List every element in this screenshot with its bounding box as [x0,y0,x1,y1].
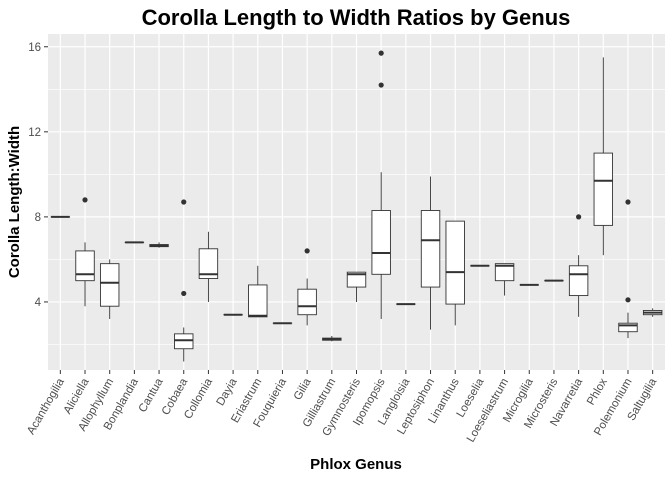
outlier-point [181,290,187,297]
box-iqr [198,248,219,280]
box-iqr [346,271,367,288]
outlier-point [576,214,582,220]
x-tick-label: Gilia [292,376,314,402]
y-tick-label: 8 [35,212,41,224]
box-collomia [198,231,219,302]
box-gilliastrum [322,335,342,342]
outlier-point [82,197,88,203]
x-tick-label: Phlox [585,376,610,407]
outlier-point [181,199,187,205]
box-iqr [99,263,120,307]
box-iqr [248,284,268,318]
box-ipomopsis [371,50,391,319]
y-tick-label: 16 [28,42,41,54]
outlier-point [625,297,631,303]
box-gymnosteris [346,271,367,302]
box-linanthus [445,220,465,326]
box-cantua [149,242,169,248]
outlier-point [625,199,631,205]
box-phlox [593,57,614,256]
box-leptosiphon [420,176,441,330]
box-iqr [420,210,441,288]
box-iqr [494,263,515,282]
box-cobaea [174,199,194,362]
x-tick-label: Dayia [215,376,240,408]
outlier-point [304,248,310,254]
y-tick-label: 12 [28,127,41,139]
box-iqr [618,322,638,333]
box-navarretia [568,214,589,317]
x-axis-title: Phlox Genus [310,456,402,473]
box-polemonium [618,199,638,339]
box-iqr [174,333,194,350]
box-iqr [568,265,589,297]
box-eriastrum [248,265,268,318]
box-allophyllum [99,259,120,319]
y-axis-title: Corolla Length:Width [6,126,23,278]
y-axis: 4 8 12 16 [28,42,48,309]
box-iqr [371,210,391,275]
outlier-point [378,82,384,88]
box-iqr [297,288,317,316]
x-axis: AcanthogiliaAliciellaAllophyllumBonpland… [25,370,660,445]
box-aliciella [75,197,95,307]
y-tick-label: 4 [35,297,42,309]
outlier-point [378,50,384,56]
box-iqr [75,250,95,282]
box-loeseliastrum [494,263,515,296]
box-saltugilia [642,308,663,317]
x-tick-label: Acanthogilia [25,376,67,437]
box-iqr [593,152,614,226]
boxes [50,50,663,362]
box-gilia [297,248,317,326]
box-iqr [445,220,465,305]
chart-title: Corolla Length to Width Ratios by Genus [142,5,571,30]
